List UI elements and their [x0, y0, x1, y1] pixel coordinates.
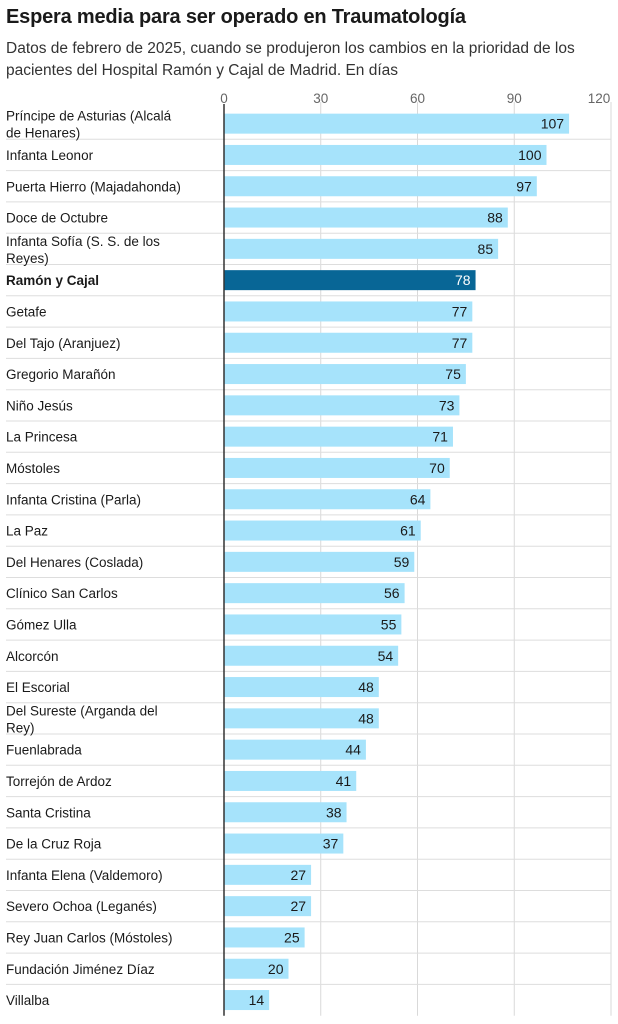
category-label: Getafe: [6, 304, 47, 319]
bar: [224, 426, 453, 447]
value-label: 88: [487, 210, 503, 226]
bar: [224, 238, 499, 259]
category-label: Del Henares (Coslada): [6, 555, 143, 570]
category-label: Infanta Leonor: [6, 148, 94, 163]
bar: [224, 677, 379, 698]
category-label: Santa Cristina: [6, 805, 91, 820]
bar: [224, 207, 508, 228]
bar: [224, 270, 476, 291]
bar: [224, 833, 344, 854]
bar: [224, 457, 450, 478]
value-label: 70: [429, 460, 445, 476]
category-label: Móstoles: [6, 461, 60, 476]
category-label: Alcorcón: [6, 649, 59, 664]
category-label: Del Tajo (Aranjuez): [6, 336, 121, 351]
bar: [224, 520, 421, 541]
value-label: 55: [381, 616, 397, 632]
bar: [224, 708, 379, 729]
value-label: 20: [268, 961, 284, 977]
bar: [224, 551, 415, 572]
bar: [224, 301, 473, 322]
bar: [224, 583, 405, 604]
value-label: 100: [518, 147, 542, 163]
value-label: 59: [394, 554, 410, 570]
value-label: 27: [290, 898, 306, 914]
value-label: 97: [516, 178, 532, 194]
value-label: 85: [478, 241, 494, 257]
x-tick-label: 60: [410, 91, 425, 106]
value-label: 37: [323, 836, 339, 852]
value-label: 64: [410, 491, 426, 507]
bar: [224, 645, 399, 666]
x-tick-label: 90: [507, 91, 522, 106]
category-label: La Princesa: [6, 430, 78, 445]
category-label: Infanta Cristina (Parla): [6, 492, 141, 507]
bar: [224, 739, 366, 760]
bar: [224, 144, 547, 165]
bar: [224, 113, 570, 134]
value-label: 14: [249, 992, 265, 1008]
category-label: Infanta Sofía (S. S. de los Reyes): [6, 234, 160, 266]
x-tick-label: 120: [588, 91, 611, 106]
category-label: Fuenlabrada: [6, 743, 82, 758]
category-label: La Paz: [6, 524, 48, 539]
value-label: 107: [541, 116, 565, 132]
category-label: Gómez Ulla: [6, 617, 77, 632]
category-label: Severo Ochoa (Leganés): [6, 899, 157, 914]
category-label: Villalba: [6, 993, 50, 1008]
category-label: Clínico San Carlos: [6, 586, 118, 601]
value-label: 54: [378, 648, 394, 664]
value-label: 44: [345, 742, 361, 758]
category-label: Ramón y Cajal: [6, 273, 99, 288]
category-label: Gregorio Marañón: [6, 367, 116, 382]
value-label: 71: [432, 429, 448, 445]
value-label: 61: [400, 523, 416, 539]
chart-title: Espera media para ser operado en Traumat…: [6, 6, 466, 28]
bar: [224, 395, 460, 416]
chart-subtitle: Datos de febrero de 2025, cuando se prod…: [6, 40, 575, 79]
bar: [224, 489, 431, 510]
bar: [224, 958, 289, 979]
category-label: Infanta Elena (Valdemoro): [6, 868, 163, 883]
value-label: 78: [455, 272, 471, 288]
bar: [224, 614, 402, 635]
bar: [224, 332, 473, 353]
bar: [224, 896, 312, 917]
value-label: 48: [358, 710, 374, 726]
category-label: Puerta Hierro (Majadahonda): [6, 179, 181, 194]
value-label: 73: [439, 397, 455, 413]
value-label: 41: [336, 773, 352, 789]
x-tick-label: 0: [220, 91, 228, 106]
category-label: Del Sureste (Arganda del Rey): [6, 703, 158, 735]
category-label: Niño Jesús: [6, 398, 73, 413]
value-label: 27: [290, 867, 306, 883]
bar: [224, 990, 270, 1011]
bar: [224, 770, 357, 791]
value-label: 48: [358, 679, 374, 695]
category-label: Fundación Jiménez Díaz: [6, 962, 155, 977]
bar: [224, 176, 537, 197]
value-label: 38: [326, 804, 342, 820]
bar: [224, 927, 305, 948]
category-label: El Escorial: [6, 680, 70, 695]
value-label: 77: [452, 335, 468, 351]
bar: [224, 864, 312, 885]
value-label: 56: [384, 585, 400, 601]
bar: [224, 364, 466, 385]
value-label: 25: [284, 929, 300, 945]
value-label: 77: [452, 303, 468, 319]
category-label: Rey Juan Carlos (Móstoles): [6, 930, 173, 945]
bar: [224, 802, 347, 823]
category-label: Doce de Octubre: [6, 211, 108, 226]
x-tick-label: 30: [313, 91, 328, 106]
category-label: Príncipe de Asturias (Alcalá de Henares): [6, 109, 172, 141]
category-label: De la Cruz Roja: [6, 837, 102, 852]
value-label: 75: [445, 366, 461, 382]
category-label: Torrejón de Ardoz: [6, 774, 112, 789]
